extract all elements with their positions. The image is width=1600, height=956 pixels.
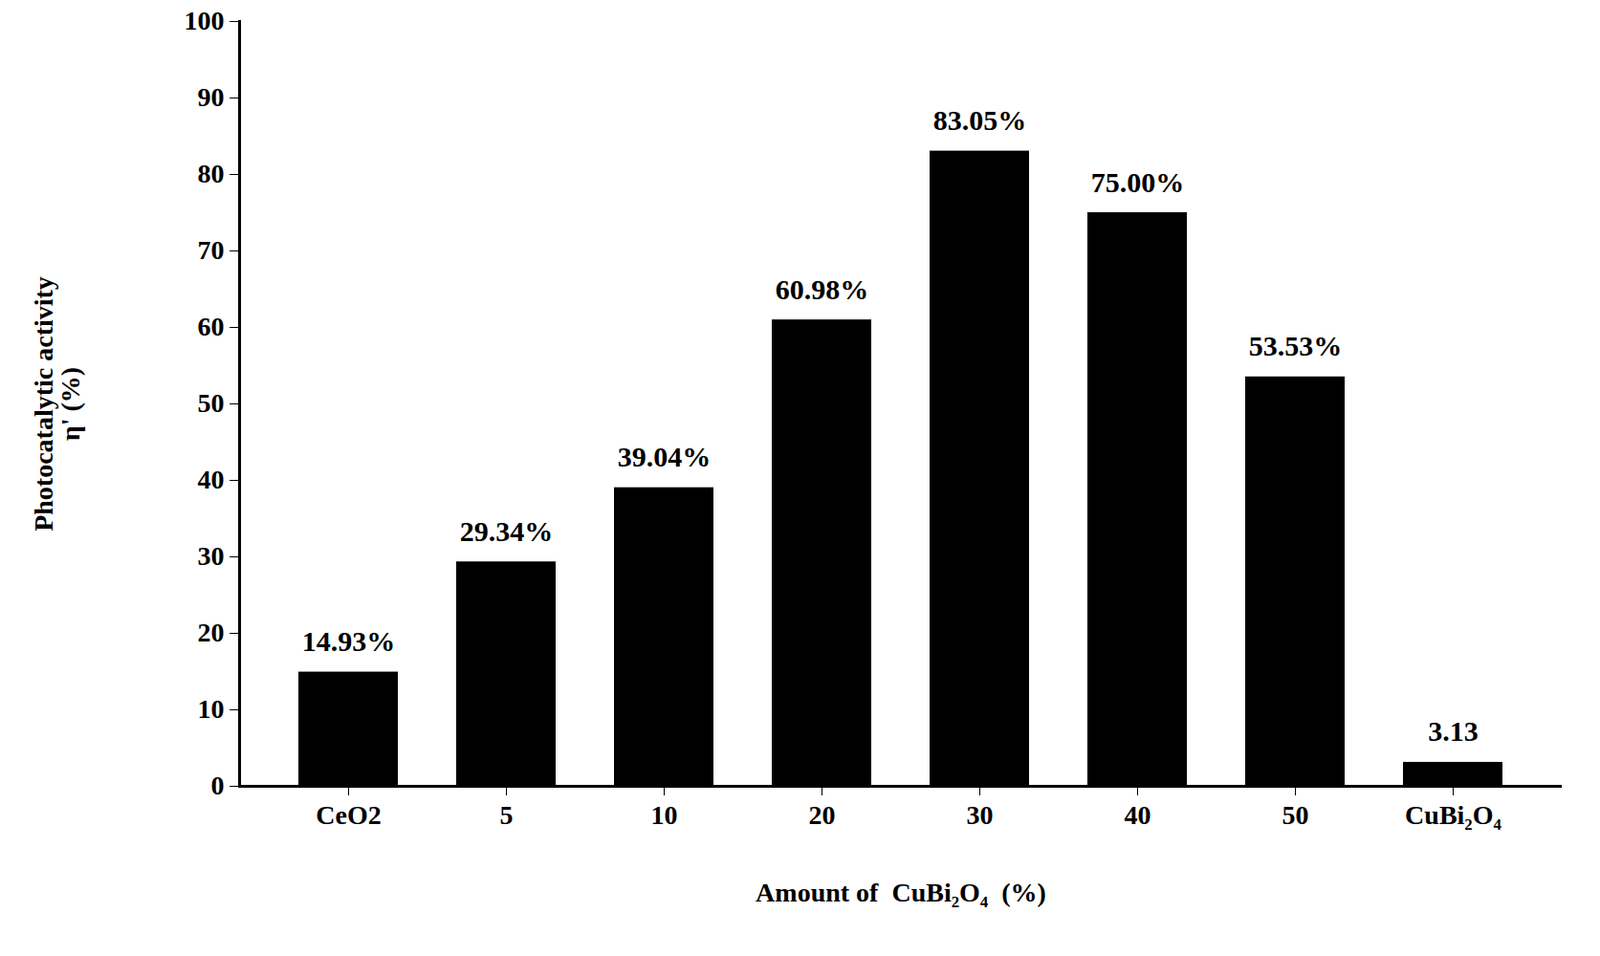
- svg-text:40: 40: [1124, 800, 1152, 831]
- svg-text:83.05%: 83.05%: [933, 104, 1028, 136]
- svg-text:5: 5: [500, 800, 514, 831]
- svg-text:39.04%: 39.04%: [617, 440, 712, 473]
- svg-text:40: 40: [197, 464, 225, 495]
- svg-text:Amount of CuBi₂O₄ (%): Amount of CuBi₂O₄ (%): [755, 877, 1047, 908]
- svg-text:60.98%: 60.98%: [775, 273, 870, 306]
- svg-text:CuBi₂O₄: CuBi₂O₄: [1404, 800, 1502, 831]
- svg-text:10: 10: [197, 694, 225, 724]
- svg-text:50: 50: [197, 388, 225, 418]
- svg-text:CeO2: CeO2: [315, 800, 381, 831]
- svg-text:Photocatalytic activityη' (%): Photocatalytic activityη' (%): [28, 276, 86, 532]
- svg-text:30: 30: [966, 800, 994, 831]
- svg-text:50: 50: [1282, 800, 1310, 831]
- svg-text:90: 90: [197, 82, 225, 112]
- svg-text:14.93%: 14.93%: [302, 625, 396, 658]
- svg-text:60: 60: [197, 311, 225, 342]
- svg-text:3.13: 3.13: [1427, 715, 1479, 747]
- svg-text:80: 80: [197, 158, 225, 189]
- svg-text:30: 30: [197, 541, 225, 571]
- svg-text:29.34%: 29.34%: [460, 515, 554, 548]
- svg-text:10: 10: [651, 800, 679, 831]
- svg-text:100: 100: [184, 5, 225, 36]
- svg-text:0: 0: [211, 770, 225, 801]
- svg-text:53.53%: 53.53%: [1249, 329, 1343, 362]
- svg-text:75.00%: 75.00%: [1091, 166, 1185, 198]
- svg-text:70: 70: [197, 235, 225, 265]
- svg-text:20: 20: [197, 617, 225, 648]
- svg-text:20: 20: [809, 800, 836, 831]
